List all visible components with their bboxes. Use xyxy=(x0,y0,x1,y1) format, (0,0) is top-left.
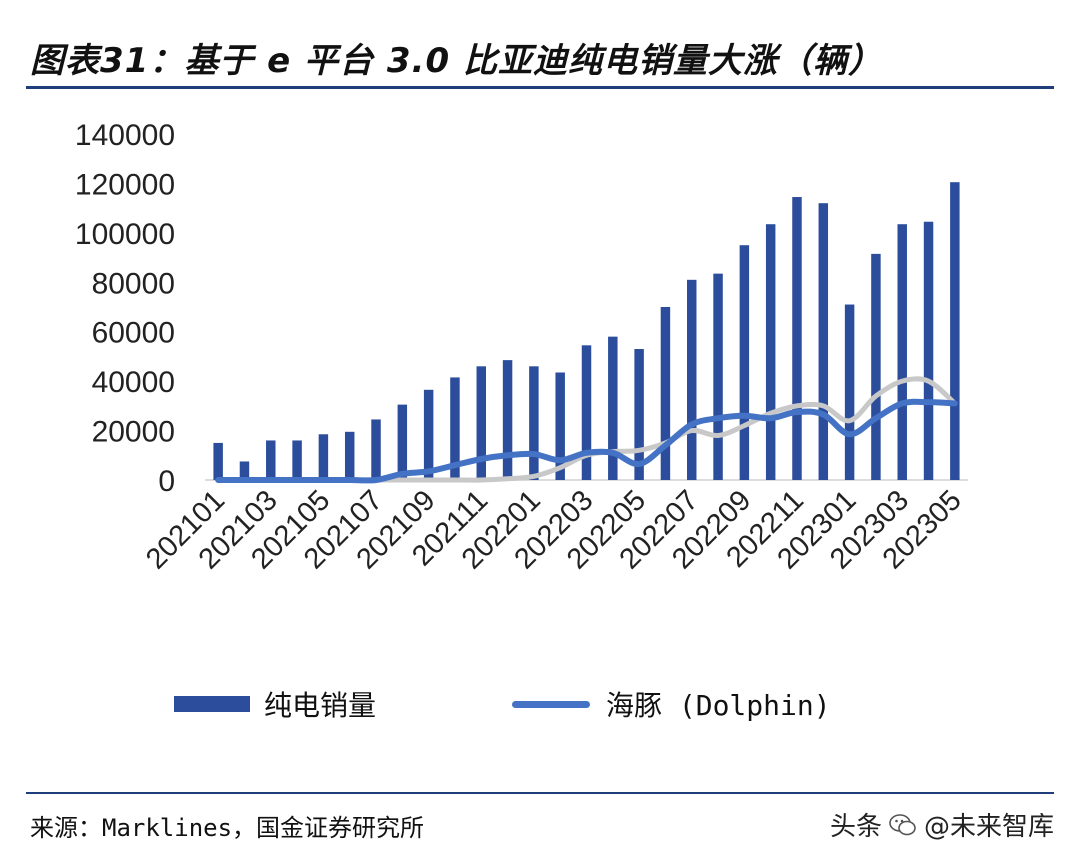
bar-202204 xyxy=(608,336,618,480)
bar-202110 xyxy=(450,377,460,480)
bar-202205 xyxy=(634,349,644,480)
bar-202211 xyxy=(792,197,802,480)
chart-legend: 纯电销量 海豚 (Dolphin) xyxy=(0,684,1080,724)
y-tick-label: 40000 xyxy=(92,366,175,399)
bar-202209 xyxy=(739,245,750,480)
bar-202102 xyxy=(239,461,250,480)
y-tick-label: 0 xyxy=(158,465,175,498)
legend-item-dolphin: 海豚 (Dolphin) xyxy=(512,684,831,724)
y-tick-label: 20000 xyxy=(92,416,175,449)
bar-202108 xyxy=(397,404,408,480)
bar-202202 xyxy=(555,372,565,480)
source-note: 来源：Marklines，国金证券研究所 xyxy=(30,814,425,842)
legend-item-sales: 纯电销量 xyxy=(174,684,376,724)
legend-swatch-line xyxy=(512,700,590,708)
y-tick-label: 100000 xyxy=(75,218,175,251)
bar-202208 xyxy=(713,273,723,480)
bar-202109 xyxy=(423,389,434,480)
y-tick-label: 60000 xyxy=(92,317,175,350)
y-tick-label: 120000 xyxy=(75,168,175,201)
bar-202105 xyxy=(318,434,329,480)
footer-divider xyxy=(26,792,1054,794)
legend-label-sales: 纯电销量 xyxy=(264,689,377,722)
bar-202212 xyxy=(818,203,829,480)
bar-202304 xyxy=(923,221,934,480)
y-tick-label: 140000 xyxy=(75,119,175,152)
bar-202111 xyxy=(476,366,486,480)
watermark-text: @未来智库 xyxy=(923,812,1054,842)
title-divider xyxy=(26,86,1054,89)
bar-202201 xyxy=(529,366,539,480)
bar-202106 xyxy=(344,431,355,480)
wechat-icon xyxy=(889,813,916,835)
bar-202112 xyxy=(502,360,513,480)
watermark-prefix: 头条 xyxy=(829,812,882,842)
bar-202305 xyxy=(950,182,960,480)
bar-202206 xyxy=(660,307,671,480)
bar-202303 xyxy=(897,224,907,480)
watermark: 头条 @未来智库 xyxy=(830,806,1054,843)
legend-swatch-bar xyxy=(174,696,250,712)
bar-202101 xyxy=(213,442,223,480)
bar-202302 xyxy=(871,253,881,480)
y-tick-label: 80000 xyxy=(92,267,175,300)
chart-title: 图表31：基于 e 平台 3.0 比亚迪纯电销量大涨（辆） xyxy=(30,41,883,81)
legend-label-dolphin: 海豚 (Dolphin) xyxy=(606,689,831,722)
line-series-dolphin xyxy=(215,398,958,484)
bar-202207 xyxy=(687,279,697,480)
bar-202301 xyxy=(844,304,855,480)
bar-202107 xyxy=(371,419,381,480)
bar-202104 xyxy=(292,440,302,480)
chart-plot: 0200004000060000800001000001200001400002… xyxy=(75,119,968,575)
bar-202210 xyxy=(765,224,776,480)
bar-202203 xyxy=(581,345,592,480)
bar-202103 xyxy=(266,440,276,480)
